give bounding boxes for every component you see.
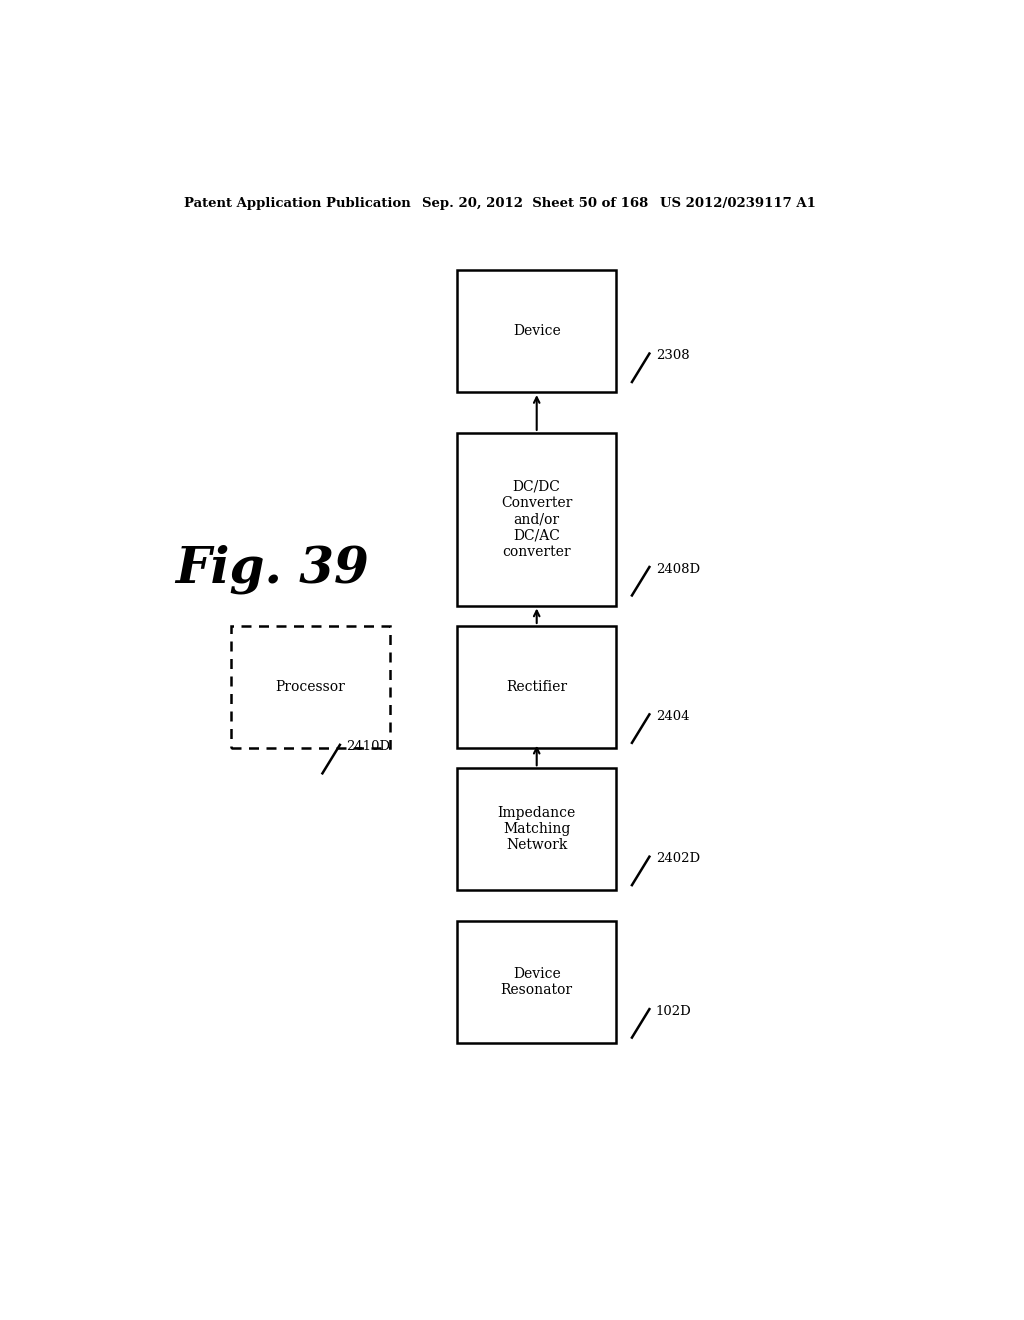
FancyBboxPatch shape <box>458 626 616 748</box>
Text: Sep. 20, 2012  Sheet 50 of 168: Sep. 20, 2012 Sheet 50 of 168 <box>422 197 648 210</box>
FancyBboxPatch shape <box>458 271 616 392</box>
Text: Impedance
Matching
Network: Impedance Matching Network <box>498 807 575 853</box>
Text: 2308: 2308 <box>655 348 689 362</box>
FancyBboxPatch shape <box>458 433 616 606</box>
Text: US 2012/0239117 A1: US 2012/0239117 A1 <box>659 197 815 210</box>
Text: 2404: 2404 <box>655 710 689 723</box>
FancyBboxPatch shape <box>458 768 616 890</box>
Text: 102D: 102D <box>655 1005 691 1018</box>
FancyBboxPatch shape <box>231 626 390 748</box>
Text: Rectifier: Rectifier <box>506 680 567 694</box>
Text: 2408D: 2408D <box>655 562 699 576</box>
Text: DC/DC
Converter
and/or
DC/AC
converter: DC/DC Converter and/or DC/AC converter <box>501 480 572 558</box>
Text: Device
Resonator: Device Resonator <box>501 966 572 997</box>
Text: 2410D: 2410D <box>346 741 390 754</box>
Text: Patent Application Publication: Patent Application Publication <box>183 197 411 210</box>
Text: Processor: Processor <box>275 680 345 694</box>
Text: Device: Device <box>513 325 560 338</box>
Text: 2402D: 2402D <box>655 853 699 865</box>
Text: Fig. 39: Fig. 39 <box>176 545 370 594</box>
FancyBboxPatch shape <box>458 921 616 1043</box>
